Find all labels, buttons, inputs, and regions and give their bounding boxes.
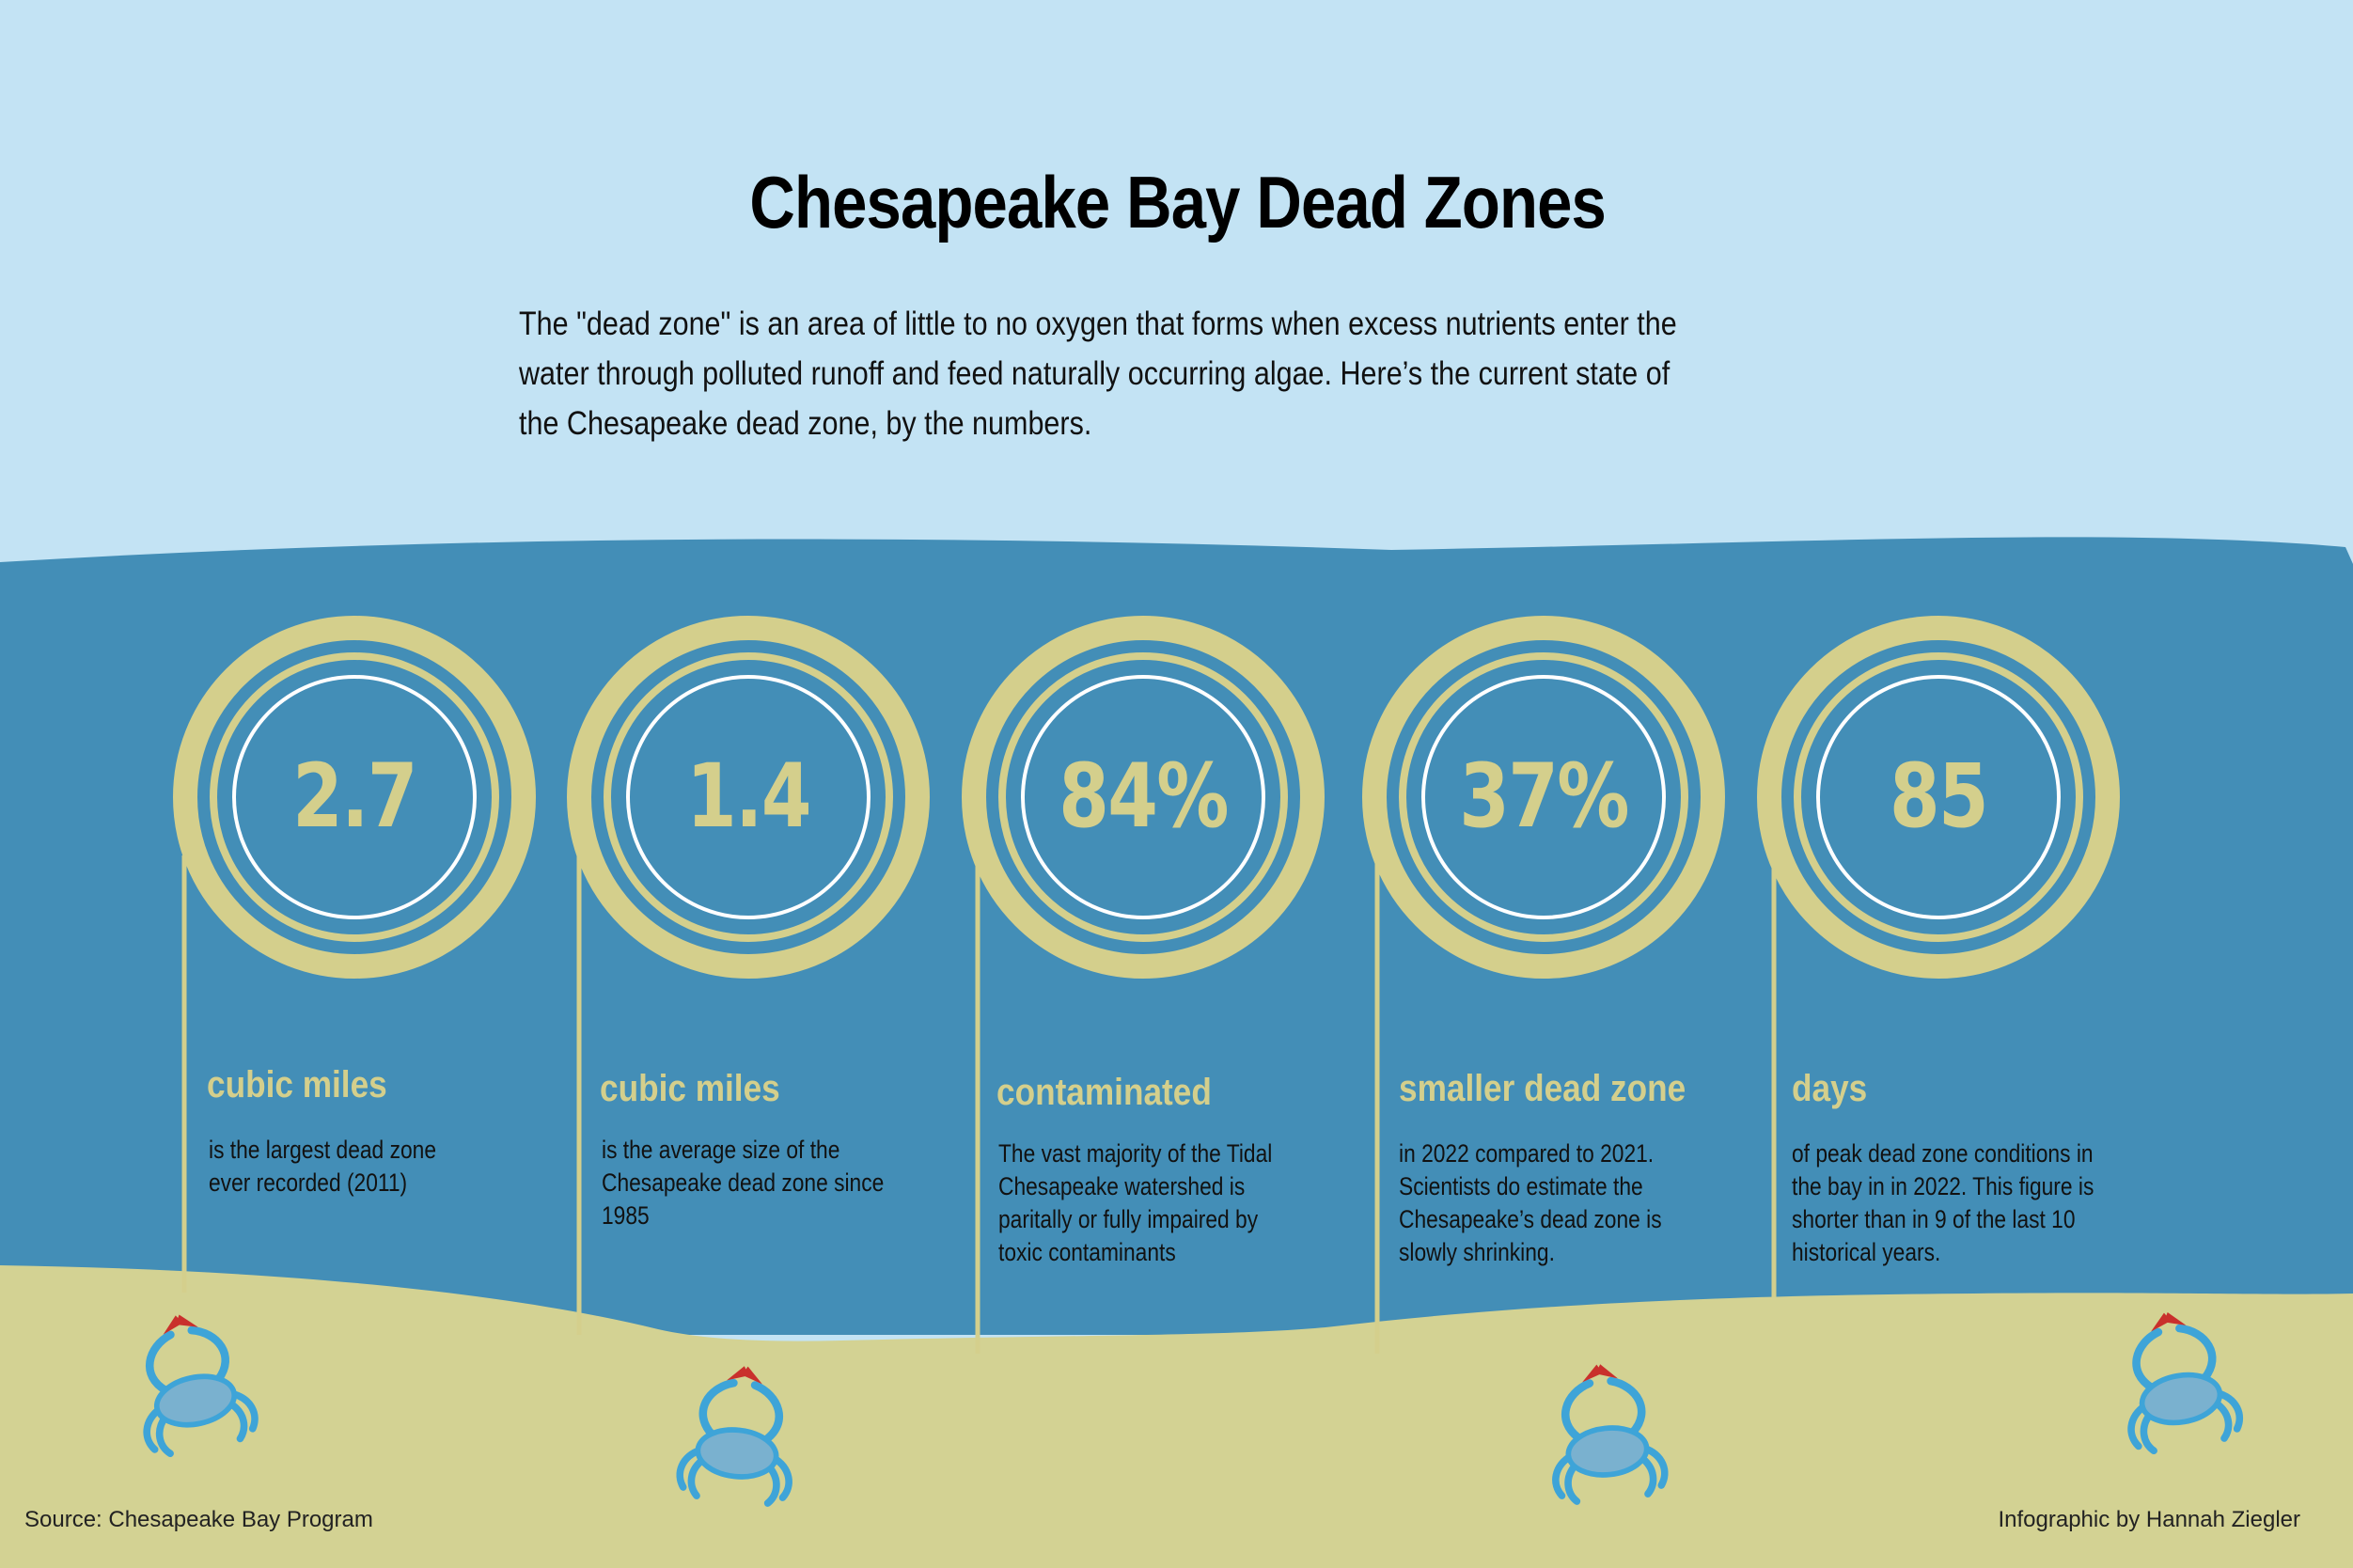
stems [181, 855, 1777, 1354]
stat-value: 85 [1890, 745, 1989, 848]
stat-unit: days [1792, 1068, 1868, 1109]
source-note: Source: Chesapeake Bay Program [24, 1507, 373, 1532]
ring-4 [1362, 616, 1725, 979]
stat-description: is the average size of the Chesapeake de… [602, 1136, 885, 1230]
ring-5 [1757, 616, 2120, 979]
stat-unit: contaminated [996, 1072, 1212, 1113]
stat-description: of peak dead zone conditions in the bay … [1792, 1139, 2094, 1266]
stat-description: The vast majority of the Tidal Chesapeak… [998, 1139, 1273, 1266]
stat-unit: cubic miles [207, 1064, 387, 1105]
stat-unit: cubic miles [600, 1068, 780, 1109]
sand [0, 1265, 2353, 1568]
intro-text: The "dead zone" is an area of little to … [519, 305, 1677, 442]
page-title: Chesapeake Bay Dead Zones [749, 161, 1606, 243]
stat-value: 37% [1459, 745, 1629, 848]
stat-unit: smaller dead zone [1399, 1068, 1686, 1109]
ring-3 [962, 616, 1325, 979]
stat-description: is the largest dead zone ever recorded (… [209, 1136, 436, 1197]
ring-2 [567, 616, 930, 979]
stat-description: in 2022 compared to 2021. Scientists do … [1399, 1139, 1662, 1266]
credit-note: Infographic by Hannah Ziegler [1998, 1507, 2300, 1532]
ring-1 [173, 616, 536, 979]
stat-value: 2.7 [292, 745, 417, 848]
stat-value: 1.4 [686, 745, 811, 848]
stat-value: 84% [1059, 745, 1229, 848]
